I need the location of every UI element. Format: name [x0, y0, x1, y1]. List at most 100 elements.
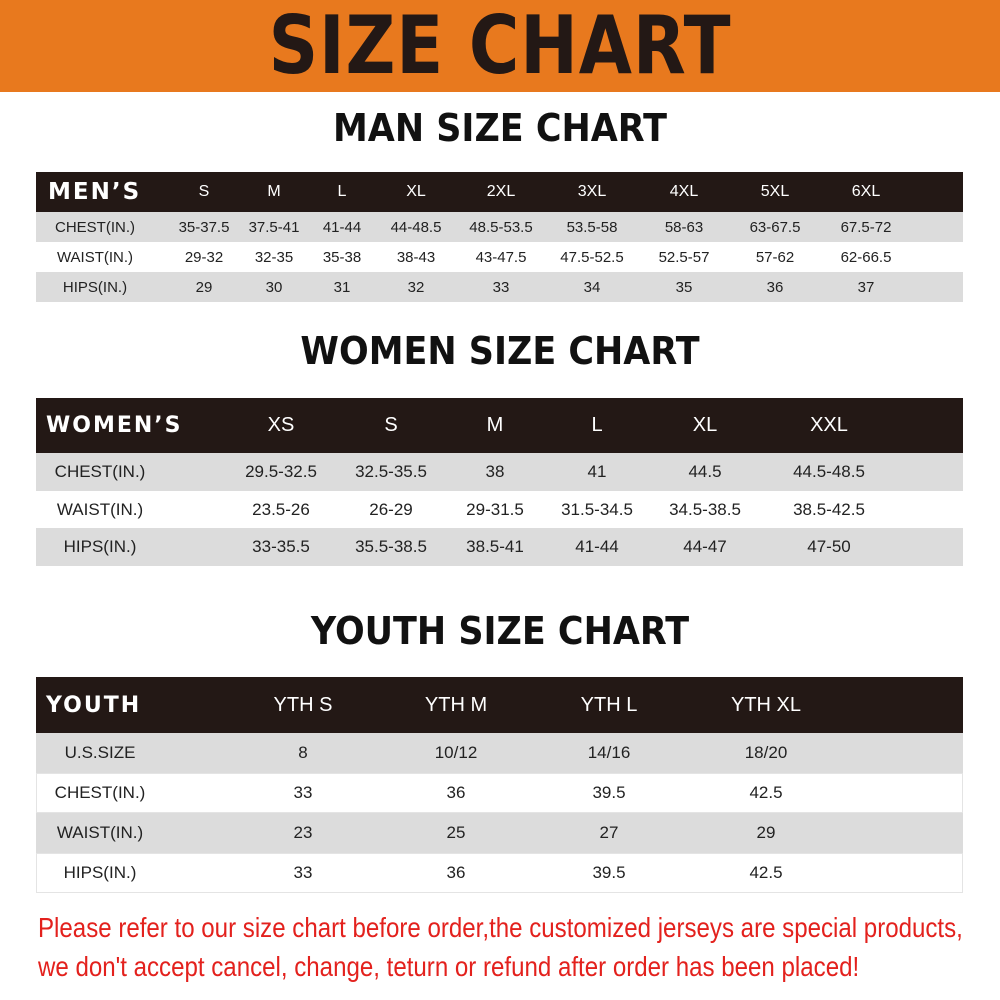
table-cell: 42.5 — [749, 863, 783, 882]
men-size-table: MEN’S S M L XL 2XL 3XL 4XL 5XL 6XL CHEST(IN.) 35-37… — [36, 172, 963, 302]
measurement-label: CHEST(IN.) — [54, 461, 146, 481]
women-size-table: WOMEN’S XS S M L XL XXL CHEST(IN.) 29.5-32.5 32.5… — [36, 398, 963, 567]
table-row: WAIST(IN.) 29-32 32-35 35-38 38-43 43-47.5 47.… — [36, 242, 963, 272]
size-column-header: 3XL — [577, 183, 607, 200]
table-category-label: MEN’S — [48, 179, 142, 205]
table-cell: 34.5-38.5 — [669, 499, 741, 519]
measurement-label: CHEST(IN.) — [54, 783, 146, 802]
table-row: CHEST(IN.) 33 36 39.5 42.5 — [36, 773, 963, 813]
size-column-header: XL — [692, 414, 718, 436]
page-title: SIZE CHART — [268, 0, 732, 92]
table-cell: 33 — [492, 278, 510, 296]
women-table-header: WOMEN’S XS S M L XL XXL — [36, 398, 963, 453]
size-column-header: L — [337, 183, 347, 200]
size-column-header: 6XL — [851, 183, 881, 200]
youth-section-title: YOUTH SIZE CHART — [310, 609, 690, 653]
size-column-header: L — [591, 414, 603, 436]
men-table-header: MEN’S S M L XL 2XL 3XL 4XL 5XL 6XL — [36, 172, 963, 212]
table-cell: 42.5 — [749, 783, 783, 802]
size-column-header: 4XL — [669, 183, 699, 200]
size-column-header: S — [384, 414, 398, 436]
table-cell: 67.5-72 — [840, 218, 892, 236]
table-cell: 52.5-57 — [658, 248, 710, 266]
table-cell: 31.5-34.5 — [561, 499, 633, 519]
men-section-title: MAN SIZE CHART — [332, 106, 668, 150]
table-cell: 27 — [599, 823, 619, 842]
table-row: WAIST(IN.) 23 25 27 29 — [36, 813, 963, 853]
table-row: HIPS(IN.) 33 36 39.5 42.5 — [36, 853, 963, 893]
table-cell: 26-29 — [369, 499, 413, 519]
size-column-header: S — [198, 183, 210, 200]
table-cell: 36 — [446, 783, 466, 802]
table-cell: 44-48.5 — [390, 218, 442, 236]
table-cell: 29 — [195, 278, 213, 296]
measurement-label: WAIST(IN.) — [56, 499, 144, 519]
table-cell: 36 — [766, 278, 784, 296]
measurement-label: WAIST(IN.) — [56, 248, 134, 266]
table-cell: 31 — [333, 278, 351, 296]
table-cell: 23 — [293, 823, 313, 842]
size-column-header: YTH S — [273, 693, 333, 716]
table-cell: 30 — [265, 278, 283, 296]
table-cell: 38.5-41 — [466, 537, 524, 557]
notice-line-1: Please refer to our size chart before or… — [38, 912, 963, 943]
table-cell: 33 — [293, 863, 313, 882]
table-cell: 29.5-32.5 — [245, 461, 317, 481]
table-cell: 63-67.5 — [749, 218, 801, 236]
table-cell: 53.5-58 — [566, 218, 618, 236]
table-cell: 44.5 — [688, 461, 722, 481]
table-cell: 41 — [587, 461, 607, 481]
measurement-label: HIPS(IN.) — [62, 278, 128, 296]
table-cell: 39.5 — [592, 783, 626, 802]
size-column-header: YTH M — [424, 693, 488, 716]
notice-line-2: we don't accept cancel, change, teturn o… — [38, 951, 860, 982]
size-column-header: YTH L — [580, 693, 638, 716]
size-column-header: XXL — [810, 414, 848, 436]
table-cell: 29-31.5 — [466, 499, 524, 519]
youth-size-table: YOUTH YTH S YTH M YTH L YTH XL U.S.SIZE 8 10/12… — [36, 677, 963, 893]
measurement-label: U.S.SIZE — [64, 743, 136, 762]
size-column-header: XL — [406, 183, 426, 200]
women-section-title: WOMEN SIZE CHART — [300, 329, 700, 373]
table-cell: 29 — [756, 823, 776, 842]
table-cell: 36 — [446, 863, 466, 882]
table-cell: 23.5-26 — [252, 499, 310, 519]
table-cell: 32 — [407, 278, 425, 296]
size-column-header: XS — [267, 414, 295, 436]
measurement-label: CHEST(IN.) — [55, 218, 135, 236]
table-cell: 43-47.5 — [475, 248, 527, 266]
table-cell: 44-47 — [683, 537, 727, 557]
size-column-header: 5XL — [760, 183, 790, 200]
table-cell: 35.5-38.5 — [355, 537, 427, 557]
measurement-label: HIPS(IN.) — [63, 863, 137, 882]
table-cell: 57-62 — [755, 248, 795, 266]
size-column-header: YTH XL — [730, 693, 802, 716]
table-cell: 33-35.5 — [252, 537, 310, 557]
table-category-label: WOMEN’S — [46, 413, 183, 438]
table-row: U.S.SIZE 8 10/12 14/16 18/20 — [36, 733, 963, 773]
table-cell: 38.5-42.5 — [793, 499, 865, 519]
table-cell: 14/16 — [587, 743, 631, 762]
table-cell: 25 — [446, 823, 466, 842]
table-category-label: YOUTH — [46, 692, 142, 718]
table-cell: 32-35 — [254, 248, 294, 266]
table-row: HIPS(IN.) 29 30 31 32 33 34 35 36 37 — [36, 272, 963, 302]
table-cell: 44.5-48.5 — [793, 461, 865, 481]
table-cell: 41-44 — [575, 537, 619, 557]
table-cell: 38-43 — [396, 248, 436, 266]
table-row: CHEST(IN.) 29.5-32.5 32.5-35.5 38 41 44.5 44.5… — [36, 453, 963, 491]
table-cell: 47.5-52.5 — [560, 248, 624, 266]
table-cell: 37 — [857, 278, 875, 296]
table-row: HIPS(IN.) 33-35.5 35.5-38.5 38.5-41 41-44 44-… — [36, 528, 963, 567]
table-cell: 29-32 — [184, 248, 224, 266]
youth-table-header: YOUTH YTH S YTH M YTH L YTH XL — [36, 677, 963, 733]
table-cell: 35-37.5 — [178, 218, 230, 236]
table-cell: 37.5-41 — [248, 218, 300, 236]
size-column-header: M — [267, 183, 281, 200]
table-row: WAIST(IN.) 23.5-26 26-29 29-31.5 31.5-34.5 34… — [36, 490, 963, 529]
table-cell: 10/12 — [434, 743, 478, 762]
table-cell: 58-63 — [664, 218, 704, 236]
table-row: CHEST(IN.) 35-37.5 37.5-41 41-44 44-48.5 48.5… — [36, 212, 963, 242]
table-cell: 48.5-53.5 — [469, 218, 533, 236]
table-cell: 32.5-35.5 — [355, 461, 427, 481]
